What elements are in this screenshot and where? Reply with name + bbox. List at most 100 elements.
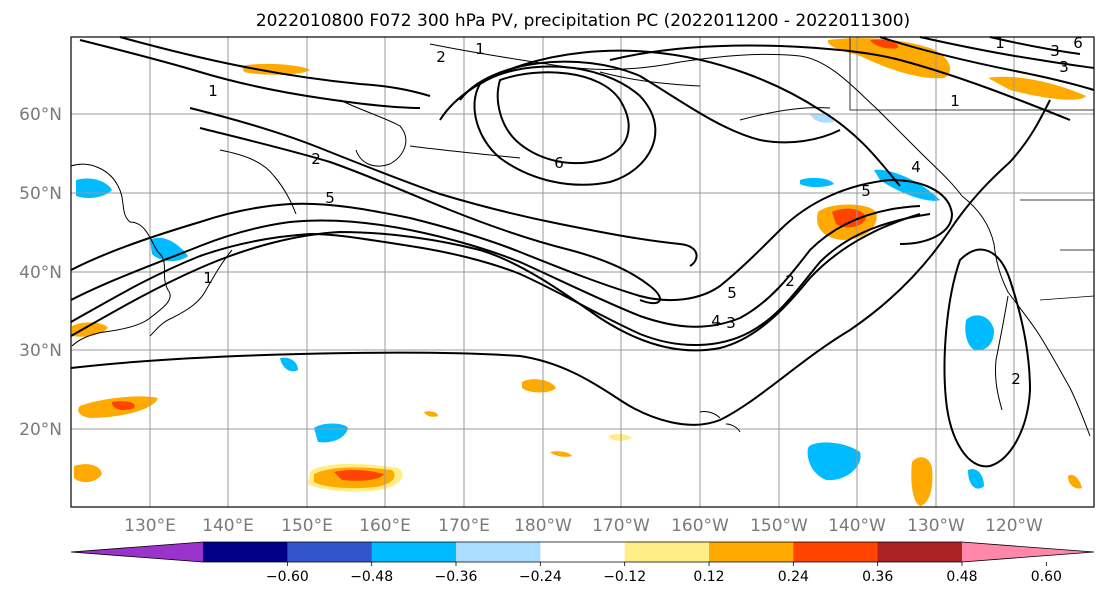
pv-contour xyxy=(70,99,1051,426)
colorbar-tick-label: −0.48 xyxy=(350,569,393,585)
precip-positive-patch xyxy=(424,411,438,417)
precip-positive-patch xyxy=(112,401,135,410)
pv-contour xyxy=(989,36,1081,55)
precip-positive-patch xyxy=(608,433,632,441)
contour-label: 1 xyxy=(203,269,213,287)
precip-negative-patch xyxy=(810,113,834,123)
coastline-asia xyxy=(70,163,171,347)
colorbar-tick-label: −0.60 xyxy=(266,569,309,585)
contour-label: 4 xyxy=(711,312,721,330)
pv-contour xyxy=(189,107,698,267)
precip-positive-patch xyxy=(334,469,384,481)
precip-negative-patch xyxy=(968,468,984,489)
lon-label: 180°W xyxy=(514,516,572,536)
precip-positive-patch xyxy=(1068,474,1082,489)
precip-positive-patch xyxy=(988,76,1086,100)
contour-label: 1 xyxy=(208,82,218,100)
pv-contours xyxy=(70,36,1095,468)
pv-contour xyxy=(79,39,421,109)
lon-label: 160°E xyxy=(359,516,411,536)
lat-label: 20°N xyxy=(19,420,62,440)
colorbar-tick-label: 0.48 xyxy=(946,569,977,585)
contour-label: 2 xyxy=(311,150,321,168)
precip-positive-patch xyxy=(870,39,899,49)
colorbar-segment xyxy=(456,542,541,562)
pv-contour xyxy=(496,71,630,165)
colorbar-tick-label: −0.12 xyxy=(603,569,646,585)
country-borders xyxy=(849,37,1095,301)
figure-title: 2022010800 F072 300 hPa PV, precipitatio… xyxy=(256,11,910,31)
colorbar-tick-label: −0.24 xyxy=(519,569,562,585)
coastline-alaska xyxy=(429,43,963,197)
pv-contour xyxy=(70,178,954,302)
coastline-japan xyxy=(149,249,233,337)
lon-label: 170°E xyxy=(438,516,490,536)
contour-label: 4 xyxy=(911,158,921,176)
lon-label: 120°W xyxy=(985,516,1043,536)
colorbar-segment xyxy=(371,542,457,562)
map-frame xyxy=(70,36,1095,508)
colorbar-tick-label: 0.36 xyxy=(862,569,893,585)
contour-label: 3 xyxy=(726,314,736,332)
contour-label: 5 xyxy=(727,284,737,302)
lon-label: 130°W xyxy=(907,516,965,536)
pv-contour xyxy=(70,213,931,347)
contour-label: 3 xyxy=(1059,58,1069,76)
coastline-hawaii xyxy=(699,411,741,433)
precip-positive-patch xyxy=(242,63,310,75)
precip-positive-patch xyxy=(911,457,933,506)
pv-contour xyxy=(919,36,1095,69)
contour-label: 5 xyxy=(861,182,871,200)
precip-negative-patch xyxy=(280,357,298,372)
precip-negative-patch xyxy=(807,442,861,481)
precip-negative-patch xyxy=(965,315,994,351)
precip-positive-patch xyxy=(550,451,572,457)
pv-contour xyxy=(439,49,901,187)
colorbar-segment xyxy=(624,542,710,562)
contour-labels: 1 1 2 2 5 6 1 5 5 2 4 3 4 2 1 1 3 3 6 xyxy=(203,34,1083,388)
contour-label: 5 xyxy=(325,189,335,207)
precip-negative-patch xyxy=(314,423,348,443)
contour-label: 2 xyxy=(1011,370,1021,388)
coastline-baja xyxy=(995,295,1009,411)
colorbar-tick-label: 0.24 xyxy=(778,569,809,585)
precipitation-shading xyxy=(72,38,1086,506)
colorbar-segment xyxy=(793,542,879,562)
colorbar-segment xyxy=(203,542,288,562)
contour-label: 1 xyxy=(950,92,960,110)
lat-label: 40°N xyxy=(19,263,62,283)
lon-label: 150°E xyxy=(281,516,333,536)
coastline-aleutians xyxy=(409,71,831,159)
colorbar-tick-label: 0.12 xyxy=(693,569,724,585)
pv-contour xyxy=(879,36,1095,91)
contour-label: 2 xyxy=(785,272,795,290)
lon-label: 140°E xyxy=(202,516,254,536)
contour-label: 3 xyxy=(1050,42,1060,60)
lon-label: 150°W xyxy=(750,516,808,536)
lon-label: 160°W xyxy=(671,516,729,536)
colorbar-extend-max xyxy=(962,542,1094,562)
contour-label: 6 xyxy=(554,154,564,172)
contour-label: 1 xyxy=(995,34,1005,52)
longitude-labels: 130°E 140°E 150°E 160°E 170°E 180°W 170°… xyxy=(124,516,1043,536)
latitude-labels: 60°N 50°N 40°N 30°N 20°N xyxy=(19,105,62,440)
colorbar-extend-min xyxy=(71,542,203,562)
pv-contour xyxy=(70,213,921,352)
pv-contour xyxy=(943,248,1032,468)
colorbar-segment xyxy=(709,542,794,562)
precip-negative-patch xyxy=(800,177,834,187)
colorbar-tick-label: −0.36 xyxy=(435,569,478,585)
lat-label: 30°N xyxy=(19,341,62,361)
contour-label: 6 xyxy=(1073,34,1083,52)
colorbar-tick-label: 0.60 xyxy=(1031,569,1062,585)
pv-contour xyxy=(609,44,1071,121)
precip-positive-patch xyxy=(522,379,556,393)
lat-label: 60°N xyxy=(19,105,62,125)
contour-label: 1 xyxy=(475,40,485,58)
lon-label: 130°E xyxy=(124,516,176,536)
contour-label: 2 xyxy=(436,48,446,66)
colorbar: −0.60 −0.48 −0.36 −0.24 −0.12 0.12 0.24 0.36 0.4… xyxy=(70,541,1095,585)
colorbar-segment xyxy=(287,542,373,562)
coastlines xyxy=(70,37,1095,437)
precip-positive-patch xyxy=(74,464,102,483)
